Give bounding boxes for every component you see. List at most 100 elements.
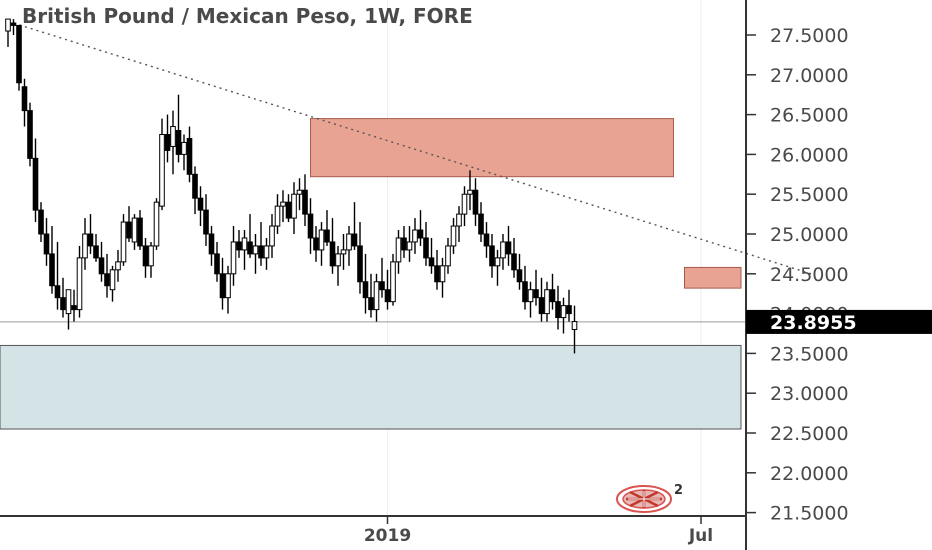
candle (522, 265, 528, 310)
candle-body-down (16, 24, 22, 84)
candle (214, 241, 220, 282)
candle-body-down (175, 130, 182, 155)
candle (175, 94, 182, 163)
candle (560, 297, 567, 334)
candle-body-down (434, 265, 440, 283)
candle-body-down (489, 245, 495, 267)
candle (544, 281, 550, 322)
candle-body-up (560, 305, 567, 319)
candle (351, 202, 358, 250)
candle (406, 226, 413, 262)
candle-body-down (43, 233, 50, 255)
candle (115, 249, 121, 282)
candle-body-up (230, 241, 237, 275)
candle (379, 257, 385, 298)
candle (60, 277, 66, 318)
candle-body-down (219, 273, 226, 299)
time-tick-label: Jul (688, 526, 713, 546)
candle-body-up (120, 221, 127, 263)
candle (142, 237, 149, 278)
candle-body-down (104, 273, 110, 287)
candle (263, 237, 270, 270)
candle (82, 218, 88, 270)
candle-body-down (522, 281, 528, 303)
candle (291, 182, 297, 234)
candle (120, 214, 127, 266)
candle-body-up (274, 205, 281, 227)
candle (346, 226, 352, 266)
candle (258, 222, 264, 266)
candle (236, 230, 242, 258)
candle (555, 285, 561, 330)
candle (533, 269, 539, 306)
candle (307, 198, 314, 254)
price-tick-label: 24.5000 (770, 264, 849, 286)
candle (395, 230, 402, 274)
candle (362, 253, 369, 314)
candle-body-up (445, 245, 451, 267)
candle (65, 289, 72, 330)
candle (280, 190, 286, 223)
candle-body-down (307, 213, 314, 239)
trendline-layer (13, 22, 812, 275)
candle (164, 114, 171, 163)
candle-body-down (511, 253, 517, 271)
candle (500, 234, 506, 270)
candle (159, 118, 165, 211)
chart-grid (387, 0, 702, 516)
candle-body-down (27, 110, 33, 159)
candle-body-up (109, 269, 116, 291)
candle (478, 202, 484, 242)
candle (571, 305, 578, 354)
candle-body-up (340, 249, 347, 255)
price-tick-label: 26.0000 (770, 144, 849, 166)
candle-body-down (32, 157, 39, 211)
price-tick-label: 27.0000 (770, 65, 849, 87)
candle-body-down (38, 209, 44, 235)
candle-body-up (406, 241, 413, 251)
candle (335, 245, 341, 286)
candle-body-down (472, 189, 479, 215)
price-tick-label: 26.5000 (770, 105, 849, 127)
candle (516, 253, 523, 290)
candle (131, 214, 138, 250)
candle-body-up (346, 233, 352, 251)
candle-body-down (203, 209, 209, 235)
candle (494, 249, 501, 286)
candle (219, 257, 226, 310)
candle-body-up (494, 257, 501, 267)
candle-body-down (302, 189, 308, 215)
candle-body-down (285, 201, 292, 219)
candle-body-down (417, 229, 424, 239)
candle-body-down (566, 305, 572, 315)
candle-body-up (544, 289, 550, 315)
chart-title: British Pound / Mexican Peso, 1W, FORE (22, 4, 473, 28)
candle-body-up (461, 193, 468, 215)
candle-body-up (456, 213, 462, 227)
candle-body-up (148, 245, 154, 267)
candle-body-down (555, 301, 561, 319)
candle-body-up (280, 201, 286, 207)
uk-flag-icon[interactable]: 2 (614, 480, 688, 516)
candle-body-up (335, 253, 341, 267)
time-axis[interactable]: 2019 Jul (0, 515, 746, 546)
price-tick-label: 22.5000 (770, 423, 849, 445)
price-tick-label: 21.5000 (770, 503, 849, 525)
candle-body-down (329, 241, 336, 267)
candle-body-down (368, 297, 374, 311)
candle (21, 78, 28, 127)
candle (274, 194, 281, 234)
candle (329, 218, 336, 274)
candle (153, 198, 160, 250)
last-price-tag: 23.8955 (746, 309, 932, 334)
candle (373, 273, 380, 322)
candle-body-up (439, 265, 446, 283)
candle (368, 273, 374, 318)
supply-zone (684, 266, 742, 289)
candle (401, 226, 407, 258)
price-axis[interactable]: 27.5000 27.0000 26.5000 26.0000 25.5000 25.00… (745, 0, 849, 550)
candle-body-down (87, 233, 94, 247)
candle (538, 277, 545, 322)
candle (225, 265, 231, 314)
